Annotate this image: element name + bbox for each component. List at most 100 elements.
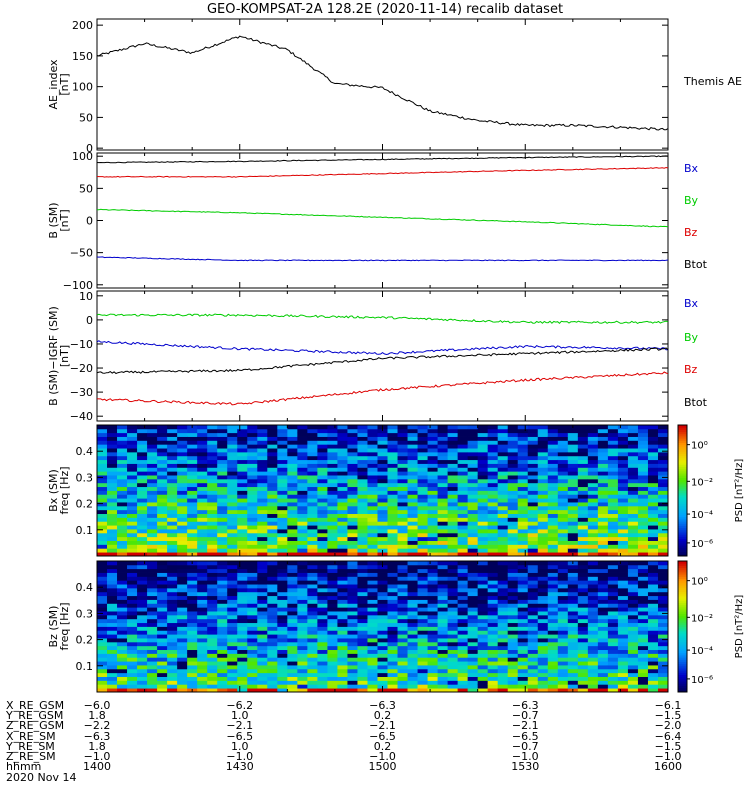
bxspec-panel-cell (577, 536, 589, 541)
bxspec-panel-cell (367, 425, 378, 430)
bxspec-panel-cell (347, 482, 358, 488)
bzspec-panel-cell (447, 564, 459, 570)
bxspec-panel-cell (327, 548, 338, 553)
bxspec-panel-cell (117, 494, 128, 499)
bxspec-panel-cell (457, 521, 469, 526)
bzspec-panel-cell (497, 680, 509, 685)
bzspec-panel-cell (237, 680, 248, 685)
bzspec-panel-cell (327, 665, 338, 670)
bxspec-panel-cell (527, 444, 539, 449)
bxspec-panel-cell (127, 436, 138, 441)
bxspec-panel-cell (617, 425, 629, 430)
bxspec-panel-cell (557, 502, 569, 507)
bxspec-panel-cell (627, 486, 639, 491)
bzspec-panel-cell (457, 607, 469, 612)
bxspec-panel-colorbar-cell (678, 514, 687, 518)
bxspec-panel-cell (107, 536, 118, 541)
bzspec-panel-cell (327, 668, 338, 674)
bxspec-panel-cell (287, 482, 298, 488)
bxspec-panel-cell (537, 471, 549, 476)
bzspec-panel-cell (177, 599, 188, 604)
bxspec-panel-cell (187, 529, 198, 534)
bxspec-panel-cell (497, 459, 509, 464)
bxspec-panel-cell (207, 521, 218, 526)
bxspec-panel-cell (497, 425, 509, 430)
bzspec-panel-cell (217, 618, 228, 624)
bxspec-panel-cell (397, 459, 408, 464)
bxspec-panel-cell (337, 451, 348, 457)
bxspec-panel-cell (397, 475, 408, 480)
bzspec-panel-cell (427, 688, 438, 693)
bzspec-panel-cell (587, 572, 599, 577)
bxspec-panel-cell (527, 552, 539, 557)
bzspec-panel-cell (397, 630, 408, 635)
bxspec-panel-cell (207, 509, 218, 515)
bxspec-panel-cell (197, 459, 208, 464)
bxspec-panel-cell (127, 440, 138, 445)
bzspec-panel-cell (617, 641, 629, 647)
bzspec-panel-cell (387, 634, 398, 639)
bzspec-panel-cell (497, 638, 509, 643)
bzspec-panel-cell (307, 611, 318, 616)
bzspec-panel-cell (277, 618, 288, 624)
bxspec-panel-cell (337, 490, 348, 495)
bzspec-panel-cell (547, 630, 559, 635)
bzspec-panel-cell (607, 568, 619, 573)
bzspec-panel-colorbar-cell (678, 598, 687, 601)
bxspec-panel-cell (347, 505, 358, 511)
bxspec-panel-cell (147, 451, 158, 457)
bxspec-panel-cell (417, 525, 428, 530)
bxspec-panel-cell (257, 509, 268, 515)
ae-ytick-label: 150 (72, 50, 93, 63)
bxspec-panel-cell (397, 463, 408, 468)
bxspec-panel-cell (467, 482, 479, 488)
bxspec-panel-cell (637, 490, 649, 495)
bzspec-panel-cell (507, 665, 519, 670)
bzspec-panel-cell (487, 661, 499, 666)
bzspec-panel-cell (447, 576, 459, 581)
bzspec-panel-colorbar-cell (678, 678, 687, 682)
bzspec-panel-cell (347, 653, 358, 658)
bzspec-panel-cell (567, 611, 579, 616)
bzspec-panel-cell (147, 645, 158, 651)
bxspec-panel-cell (597, 444, 609, 449)
ephemeris-value: 1500 (369, 760, 397, 773)
bzspec-panel-cell (657, 657, 669, 662)
bxspec-panel-cell (157, 428, 168, 434)
bzspec-panel-cell (647, 595, 659, 600)
ephemeris-value: 1.8 (88, 740, 106, 753)
bxspec-panel-cell (517, 548, 529, 553)
bzspec-panel-cell (97, 603, 108, 608)
bzspec-panel-cell (307, 584, 318, 589)
bzspec-panel-cell (467, 641, 479, 647)
bzspec-panel-cell (257, 657, 268, 662)
bxspec-panel-cell (607, 544, 619, 549)
bxspec-panel-cell (157, 475, 168, 480)
bxspec-panel-cell (537, 505, 549, 511)
bzspec-panel-cell (257, 688, 268, 693)
bxspec-panel-cell (327, 525, 338, 530)
bxspec-panel-cell (477, 475, 489, 480)
bzspec-panel-cell (517, 618, 529, 624)
bzspec-panel-cell (567, 653, 579, 658)
bxspec-panel-cell (537, 498, 549, 503)
bzspec-panel-cell (267, 603, 278, 608)
bzspec-panel-cell (557, 649, 569, 654)
bzspec-panel-cell (357, 622, 368, 627)
bxspec-panel-cell (427, 467, 438, 472)
bxspec-panel-cell (147, 428, 158, 434)
bzspec-panel-cell (407, 576, 418, 581)
bxspec-panel-cell (357, 532, 368, 538)
bxspec-panel-cell (497, 536, 509, 541)
bzspec-panel-cell (507, 584, 519, 589)
bzspec-panel-cell (257, 653, 268, 658)
bzspec-panel-cell (137, 611, 148, 616)
bzspec-panel-cell (417, 676, 428, 681)
bxspec-panel-cell (157, 455, 168, 461)
bzspec-panel-cell (557, 595, 569, 600)
bxspec-panel-cell (467, 494, 479, 499)
bzspec-panel-cell (287, 684, 298, 689)
bxspec-panel-cell (297, 448, 308, 453)
bxspec-panel-cell (327, 428, 338, 434)
bxspec-panel-cell (177, 432, 188, 437)
